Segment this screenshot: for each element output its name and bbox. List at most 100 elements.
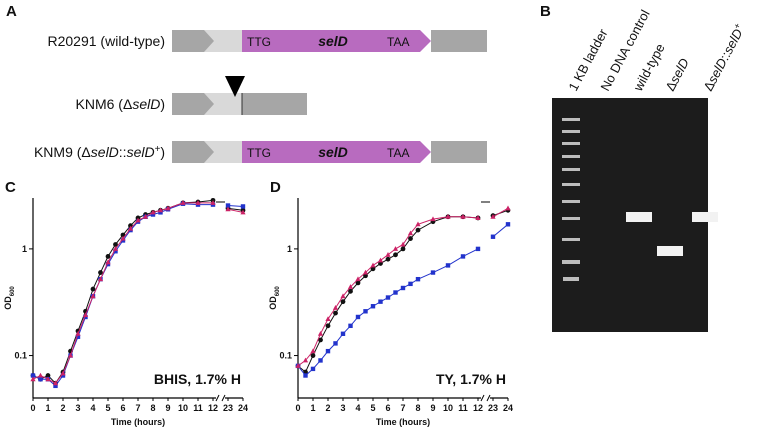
marker: [355, 314, 361, 320]
x-tick-label: 10: [178, 403, 188, 413]
marker: [348, 288, 353, 294]
x-tick-label: 0: [295, 403, 300, 413]
x-tick-label: 4: [90, 403, 95, 413]
series-line: [297, 248, 479, 377]
x-tick-label: 7: [400, 403, 405, 413]
marker: [325, 316, 331, 322]
label-part: selD: [91, 144, 119, 160]
label-part: +: [731, 21, 742, 30]
marker: [45, 373, 51, 378]
downstream-gene: [431, 30, 487, 52]
marker: [240, 204, 246, 209]
marker: [75, 334, 81, 339]
marker: [52, 380, 59, 386]
marker: [45, 376, 51, 382]
marker: [38, 377, 43, 382]
marker: [318, 358, 323, 363]
marker: [97, 276, 104, 282]
x-tick-label: 11: [193, 403, 203, 413]
x-axis-label: Time (hours): [111, 417, 165, 427]
marker: [332, 305, 339, 310]
marker: [303, 373, 308, 378]
x-tick-label: 24: [503, 403, 513, 413]
stop-codon: TAA: [387, 146, 409, 160]
x-tick-label: 2: [325, 403, 330, 413]
marker: [370, 262, 376, 268]
label-part: selD: [127, 144, 155, 160]
marker: [302, 357, 309, 363]
upstream-gene: [172, 93, 214, 115]
marker: [460, 254, 466, 259]
marker: [505, 205, 511, 211]
marker: [333, 341, 338, 346]
label: R20291 (wild-type): [48, 33, 166, 49]
series-line: [492, 207, 509, 218]
marker: [120, 235, 126, 241]
series-line: [227, 207, 244, 211]
band: [657, 246, 683, 256]
start-codon: TTG: [247, 146, 271, 160]
marker: [430, 216, 436, 222]
axis-break: [480, 394, 485, 402]
marker: [377, 257, 384, 263]
series-line: [32, 199, 214, 385]
marker: [310, 353, 316, 358]
marker: [378, 299, 383, 304]
x-tick-label: 9: [165, 403, 170, 413]
annotation: TY, 1.7% H: [436, 371, 506, 387]
label-part: selD: [132, 96, 160, 112]
marker: [393, 290, 398, 295]
marker: [340, 331, 346, 336]
marker: [325, 323, 331, 329]
x-tick-label: 5: [105, 403, 110, 413]
marker: [310, 366, 316, 372]
panel-letter: A: [6, 3, 17, 20]
marker: [60, 370, 66, 376]
series-line: [227, 205, 244, 207]
x-tick-label: 4: [355, 403, 360, 413]
marker: [113, 242, 118, 247]
marker: [385, 295, 391, 300]
x-tick-label: 12: [208, 403, 218, 413]
marker: [415, 276, 421, 282]
x-tick-label: 9: [430, 403, 435, 413]
series-line: [297, 216, 479, 367]
series-line: [492, 223, 509, 238]
marker: [180, 200, 186, 205]
marker: [460, 213, 466, 219]
ladder: [562, 118, 580, 281]
marker: [348, 323, 353, 329]
marker: [37, 372, 44, 378]
marker: [150, 209, 156, 215]
seld-gene: [242, 30, 431, 52]
panel-letter: B: [540, 3, 551, 20]
marker: [165, 205, 171, 211]
marker: [400, 285, 406, 291]
marker: [30, 376, 36, 382]
x-tick-label: 1: [310, 403, 315, 413]
axis-break: [215, 394, 220, 402]
marker: [60, 373, 66, 378]
upstream-gene: [172, 141, 214, 163]
marker: [475, 246, 481, 252]
y-tick-label: 0.1: [14, 351, 27, 361]
gene-diagrams: [172, 30, 487, 163]
marker: [210, 200, 216, 205]
marker: [90, 293, 96, 299]
x-tick-label: 2: [60, 403, 65, 413]
deletion-marker: [225, 76, 245, 97]
y-label-main: OD: [3, 296, 13, 310]
label: KNM9 (ΔselD::selD+): [34, 144, 165, 161]
marker: [127, 225, 134, 231]
gel-image: [552, 98, 718, 332]
marker: [393, 252, 398, 258]
marker: [30, 373, 36, 378]
band: [692, 212, 718, 222]
marker: [490, 213, 496, 219]
label-part: selD: [666, 56, 691, 86]
series-line: [227, 208, 244, 213]
marker: [325, 348, 331, 354]
marker: [408, 281, 413, 287]
x-tick-label: 5: [370, 403, 375, 413]
marker: [82, 312, 89, 317]
